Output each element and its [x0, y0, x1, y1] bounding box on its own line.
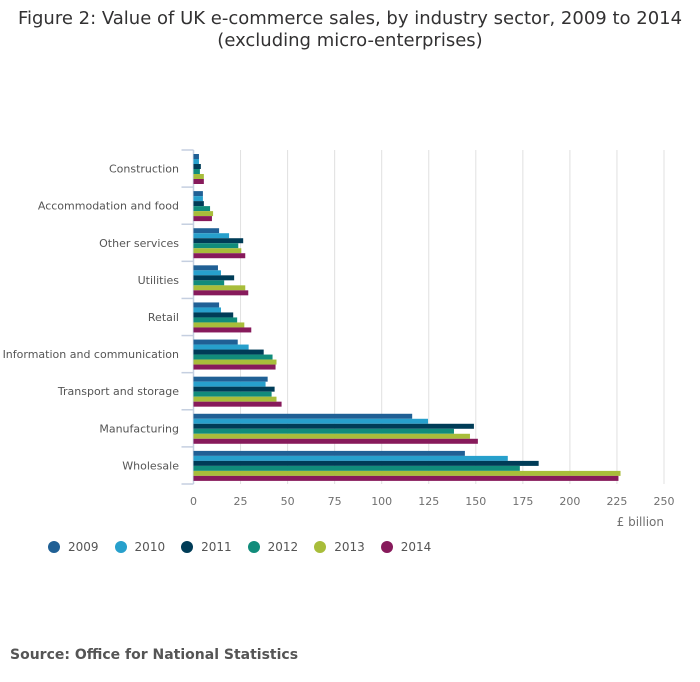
bar-2013 — [193, 322, 245, 328]
bar-2012 — [193, 428, 454, 434]
bar-2013 — [193, 396, 277, 402]
bar-2012 — [193, 354, 273, 360]
bar-2013 — [193, 433, 470, 439]
bar-2013 — [193, 174, 204, 179]
bar-2014 — [193, 179, 204, 184]
legend-label: 2013 — [334, 540, 365, 554]
legend-label: 2014 — [400, 540, 432, 554]
bar-2012 — [193, 317, 238, 323]
bar-2010 — [193, 381, 266, 387]
category-label: Manufacturing — [99, 422, 179, 435]
legend: 2009 2010 2011 2012 2013 2014 — [48, 540, 447, 554]
bar-2009 — [193, 154, 199, 159]
bar-2010 — [193, 159, 199, 164]
x-tick-label: 200 — [559, 495, 580, 508]
bar-2014 — [193, 216, 212, 222]
legend-swatch — [114, 541, 127, 553]
bar-2013 — [193, 248, 242, 254]
bar-2013 — [193, 285, 246, 291]
bar-2012 — [193, 280, 225, 286]
x-tick-label: 0 — [190, 495, 197, 508]
bar-chart: 0 25 50 75 100 125 150 175 200 225 250 £ billion Con… — [3, 149, 675, 529]
legend-label: 2010 — [134, 540, 166, 554]
x-tick-label: 100 — [371, 495, 392, 508]
bar-2014 — [193, 364, 276, 370]
subtitle: (excluding micro-enterprises) — [217, 30, 483, 51]
bar-2010 — [193, 270, 221, 276]
x-tick-label: 125 — [418, 495, 439, 508]
bar-2012 — [193, 169, 200, 174]
category-label: Wholesale — [122, 459, 179, 472]
bar-2011 — [193, 275, 235, 281]
bar-2013 — [193, 470, 621, 476]
bar-2010 — [193, 418, 428, 424]
bar-2011 — [193, 164, 201, 169]
bar-2009 — [193, 413, 413, 419]
bar-2012 — [193, 206, 211, 212]
bar-2013 — [193, 211, 214, 217]
bar-2014 — [193, 438, 478, 444]
x-tick-label: 175 — [512, 495, 533, 508]
legend-swatch — [247, 541, 260, 553]
category-label: Retail — [148, 311, 179, 324]
legend-swatch — [181, 541, 194, 553]
bar-2012 — [193, 243, 239, 249]
legend-item: 2013 — [314, 540, 365, 554]
x-tick-label: 75 — [328, 495, 342, 508]
bar-2014 — [193, 327, 252, 333]
bar-2009 — [193, 228, 220, 234]
legend-label: 2012 — [267, 540, 299, 554]
x-tick-label: 50 — [281, 495, 295, 508]
legend-item: 2014 — [380, 540, 432, 554]
bar-2009 — [193, 450, 465, 456]
bar-2010 — [193, 196, 203, 202]
legend-label: 2011 — [201, 540, 232, 554]
category-label: Construction — [109, 163, 179, 176]
category-label: Information and communication — [3, 348, 179, 361]
legend-item: 2009 — [48, 540, 99, 554]
bar-2014 — [193, 290, 249, 296]
bar-2009 — [193, 302, 220, 308]
bar-2014 — [193, 253, 246, 259]
source-note: Source: Office for National Statistics — [10, 647, 299, 663]
bar-2012 — [193, 465, 520, 471]
legend-item: 2012 — [247, 540, 299, 554]
bar-2013 — [193, 359, 277, 365]
bar-2012 — [193, 391, 272, 397]
x-axis-label: £ billion — [617, 515, 664, 529]
title: Figure 2: Value of UK e-commerce sales, … — [17, 8, 683, 29]
legend-label: 2009 — [68, 540, 99, 554]
legend-swatch — [48, 541, 60, 553]
category-label: Accommodation and food — [38, 200, 179, 213]
bar-2011 — [193, 312, 234, 318]
x-tick-label: 225 — [606, 495, 627, 508]
bar-2009 — [193, 376, 268, 382]
x-tick-label: 250 — [654, 495, 675, 508]
bar-2010 — [193, 233, 230, 239]
bar-2014 — [193, 401, 282, 407]
bar-2010 — [193, 344, 249, 350]
bar-2009 — [193, 265, 218, 271]
x-tick-label: 25 — [234, 495, 248, 508]
legend-swatch — [314, 541, 327, 553]
bar-2009 — [193, 339, 238, 345]
bar-2011 — [193, 460, 539, 466]
chart-title: Figure 2: Value of UK e-commerce sales, … — [0, 8, 700, 52]
legend-item: 2011 — [181, 540, 232, 554]
bar-2010 — [193, 455, 508, 461]
category-label: Transport and storage — [57, 385, 179, 398]
legend-swatch — [380, 541, 393, 553]
bar-2011 — [193, 386, 275, 392]
bar-2010 — [193, 307, 221, 313]
bar-2009 — [193, 191, 203, 197]
bar-2011 — [193, 423, 474, 429]
category-label: Utilities — [138, 274, 180, 287]
bar-2011 — [193, 349, 264, 355]
bar-2011 — [193, 201, 204, 207]
category-label: Other services — [99, 237, 179, 250]
legend-item: 2010 — [114, 540, 166, 554]
x-tick-label: 150 — [465, 495, 486, 508]
bar-2014 — [193, 475, 619, 481]
bar-2011 — [193, 238, 244, 244]
